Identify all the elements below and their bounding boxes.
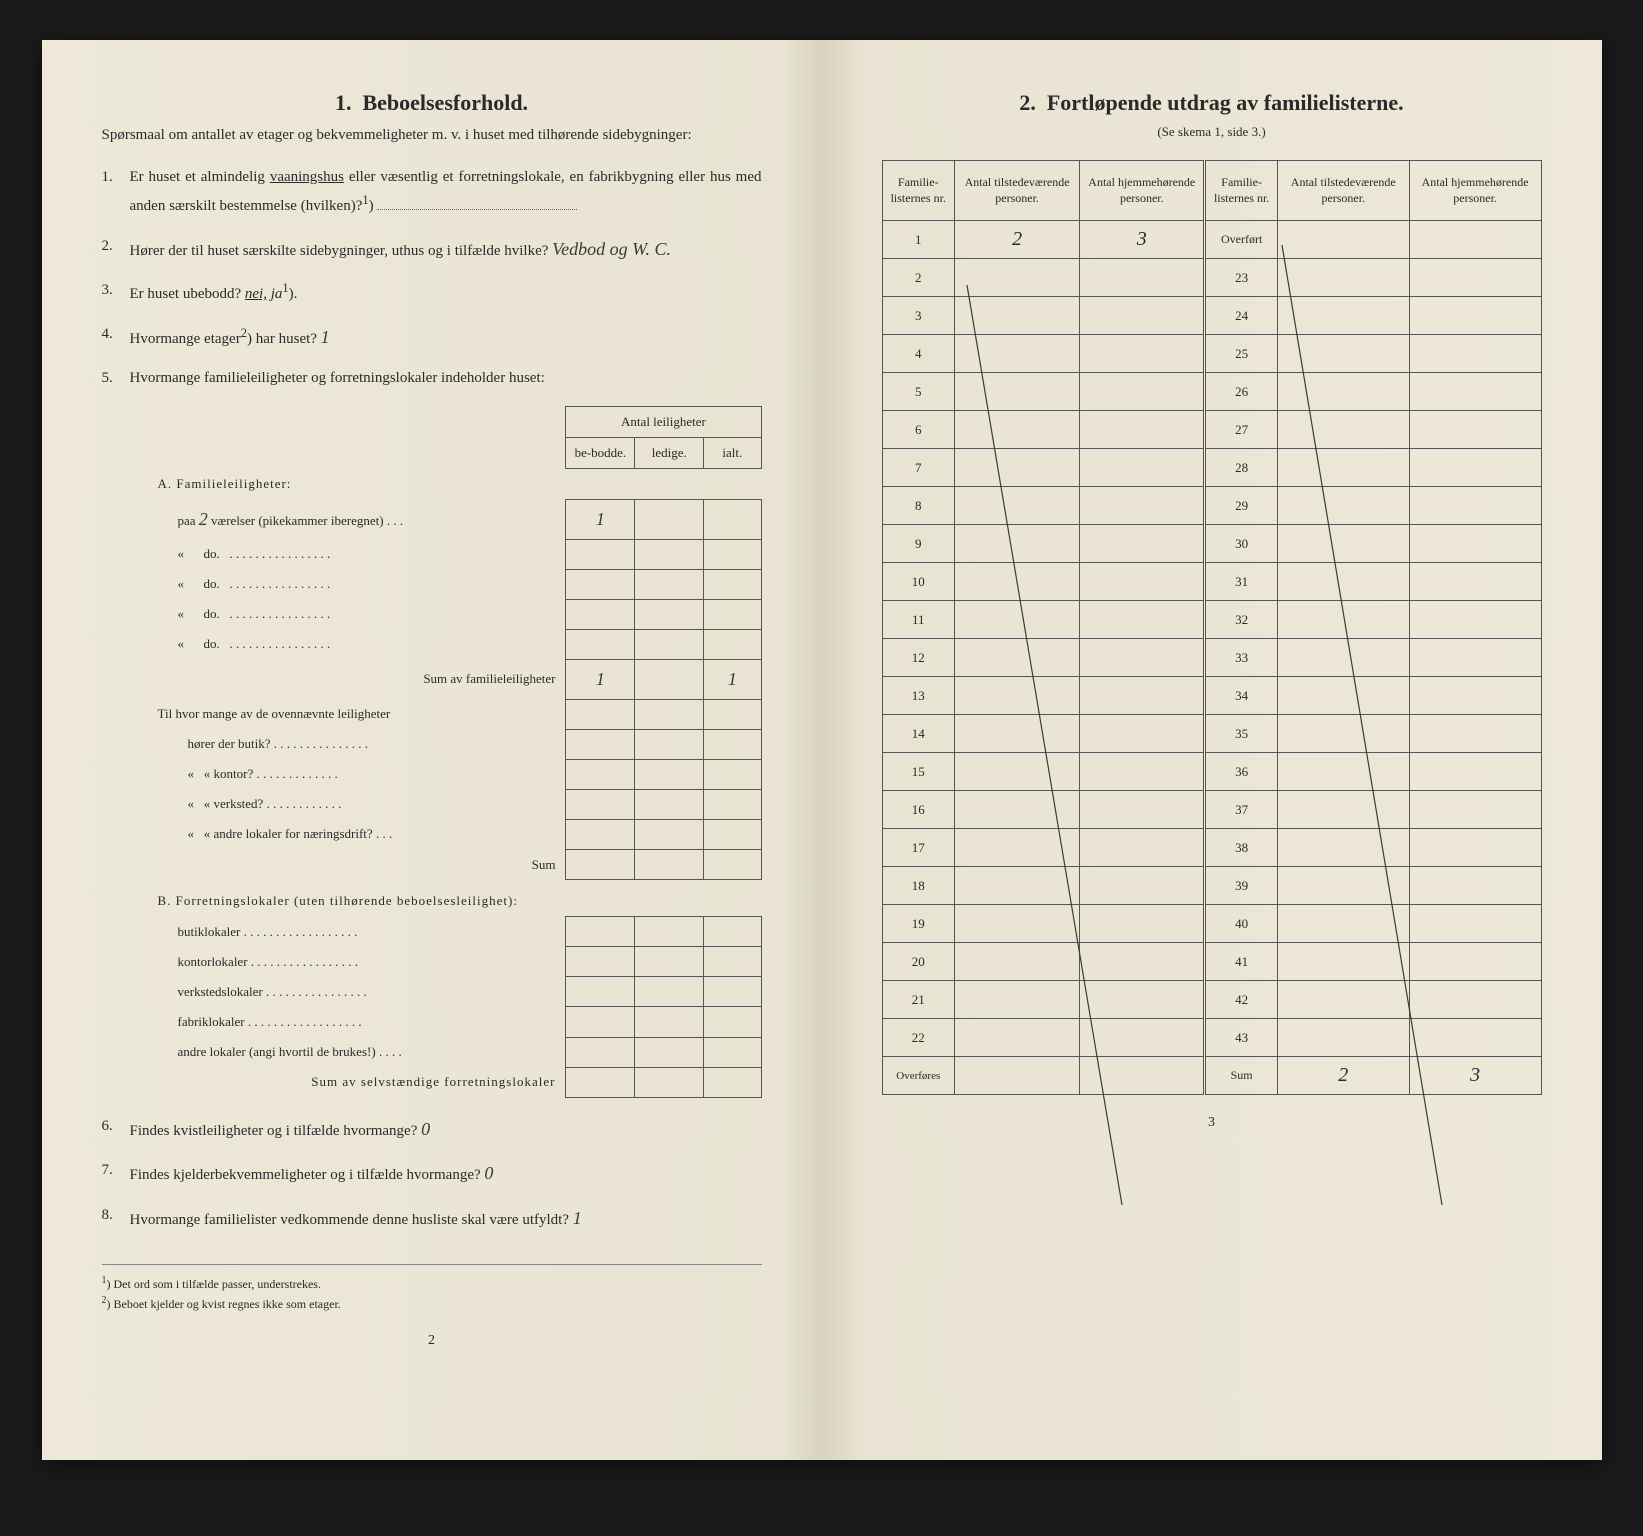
table-row: 728 [882, 449, 1541, 487]
intro-text: Spørsmaal om antallet av etager og bekve… [102, 124, 762, 147]
table-sum-row: OverføresSum23 [882, 1057, 1541, 1095]
table-row: 1738 [882, 829, 1541, 867]
left-page: 1. Beboelsesforhold. Spørsmaal om antall… [42, 40, 822, 1460]
question-4: 4. Hvormange etager2) har huset? 1 [102, 322, 762, 353]
right-page: 2. Fortløpende utdrag av familielisterne… [822, 40, 1602, 1460]
apartments-table: Antal leiligheter be-bodde. ledige. ialt… [152, 406, 762, 1098]
question-8: 8. Hvormange familielister vedkommende d… [102, 1203, 762, 1234]
table-row: 1435 [882, 715, 1541, 753]
table-row: 1031 [882, 563, 1541, 601]
table-row: 1132 [882, 601, 1541, 639]
page-number-right: 3 [882, 1115, 1542, 1131]
table-row: 2041 [882, 943, 1541, 981]
section-2-subtitle: (Se skema 1, side 3.) [882, 124, 1542, 140]
table-row: 2243 [882, 1019, 1541, 1057]
table-row: 1940 [882, 905, 1541, 943]
q4-answer: 1 [321, 327, 330, 347]
table-row: 425 [882, 335, 1541, 373]
question-2: 2. Hører der til huset særskilte sidebyg… [102, 234, 762, 265]
table-row: 1839 [882, 867, 1541, 905]
section-1-title: 1. Beboelsesforhold. [102, 90, 762, 116]
question-1: 1. Er huset et almindelig vaaningshus el… [102, 165, 762, 220]
section-2-title: 2. Fortløpende utdrag av familielisterne… [882, 90, 1542, 116]
table-row: 526 [882, 373, 1541, 411]
table-row: 2142 [882, 981, 1541, 1019]
section-a-title: A. Familieleiligheter: [152, 468, 762, 499]
question-3: 3. Er huset ubebodd? nei, ja1). [102, 278, 762, 308]
table-row: 1334 [882, 677, 1541, 715]
table-row: 1637 [882, 791, 1541, 829]
table-row: 123Overført [882, 221, 1541, 259]
table-row: 324 [882, 297, 1541, 335]
question-list: 1. Er huset et almindelig vaaningshus el… [102, 165, 762, 1234]
footnotes: 1) Det ord som i tilfælde passer, unders… [102, 1264, 762, 1313]
table-row: 627 [882, 411, 1541, 449]
table-row: 829 [882, 487, 1541, 525]
page-number-left: 2 [102, 1333, 762, 1349]
family-list-table: Familie-listernes nr. Antal tilstedevære… [882, 160, 1542, 1095]
question-5: 5. Hvormange familieleiligheter og forre… [102, 366, 762, 392]
section-b-title: B. Forretningslokaler (uten tilhørende b… [152, 880, 762, 917]
table-row: 223 [882, 259, 1541, 297]
question-7: 7. Findes kjelderbekvemmeligheter og i t… [102, 1158, 762, 1189]
table-row: 930 [882, 525, 1541, 563]
census-form-book: 1. Beboelsesforhold. Spørsmaal om antall… [42, 40, 1602, 1460]
table-row: 1536 [882, 753, 1541, 791]
table-row: 1233 [882, 639, 1541, 677]
q2-answer: Vedbod og W. C. [552, 239, 671, 259]
question-6: 6. Findes kvistleiligheter og i tilfælde… [102, 1114, 762, 1145]
